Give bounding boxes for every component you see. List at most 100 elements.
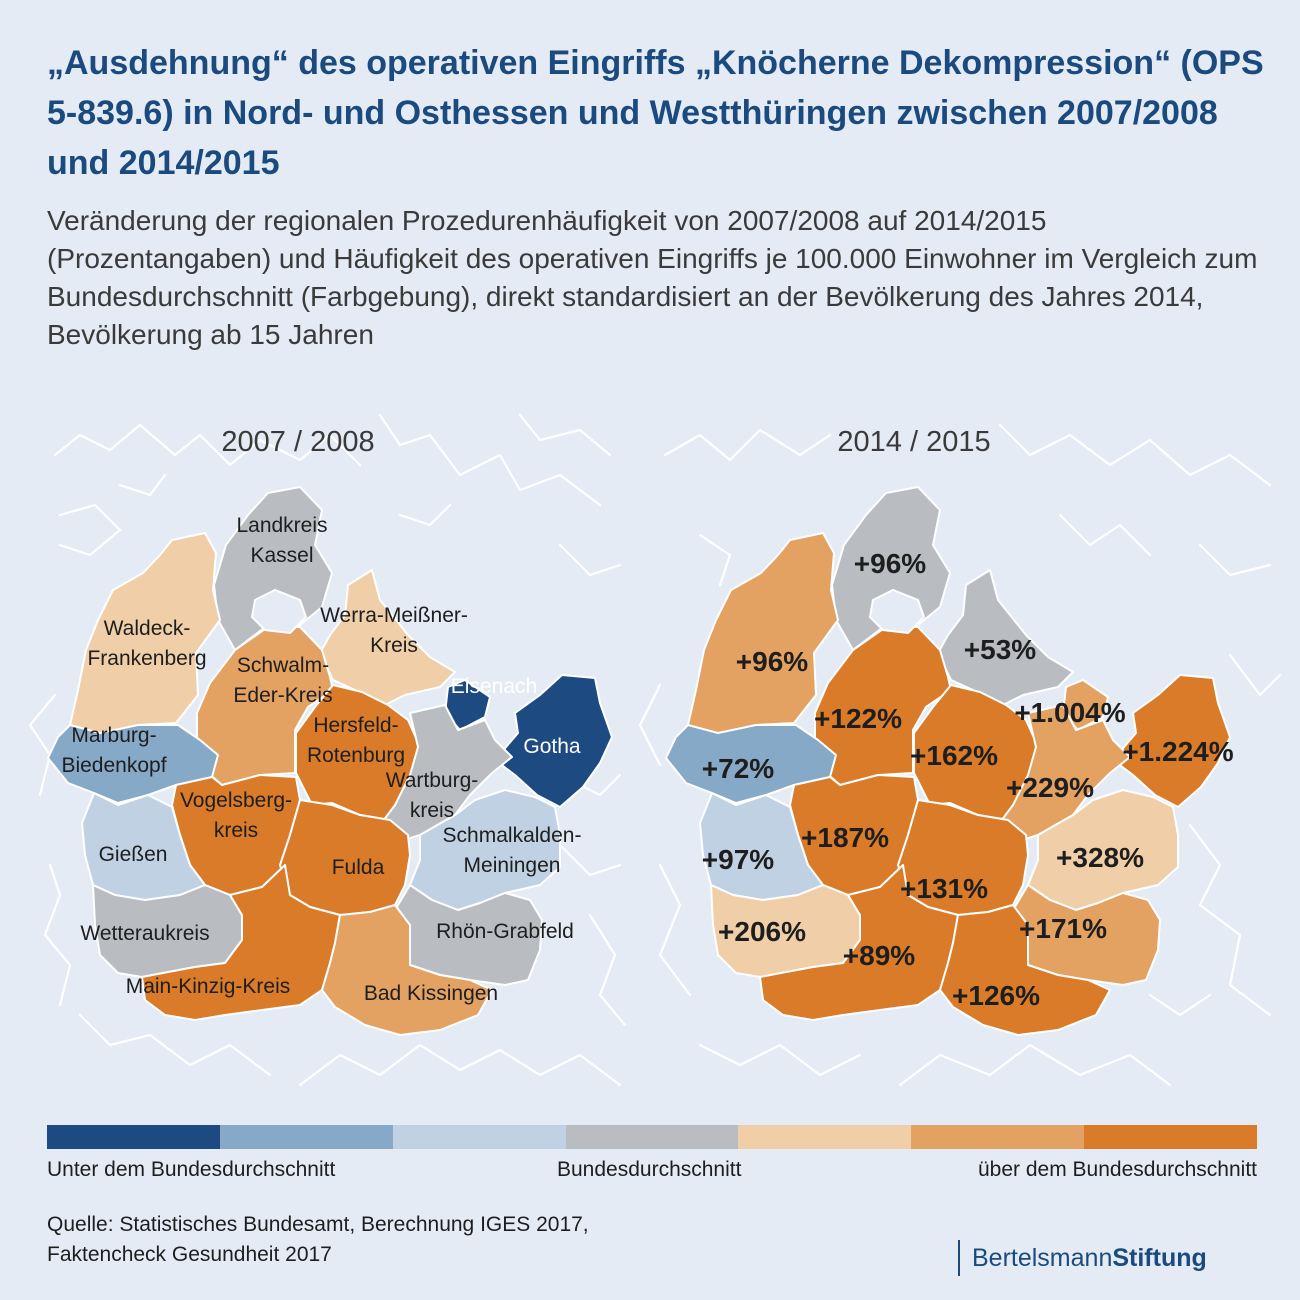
- region-2015-main-kinzig-kreis: [759, 864, 959, 1021]
- change-label-schmalkalden-meiningen: +328%: [1056, 842, 1144, 873]
- region-2007-bad-kissingen: [321, 904, 493, 1036]
- legend-mid-label: Bundesdurchschnitt: [557, 1158, 742, 1181]
- region-label-schmalkalden-meiningen: Schmalkalden- Meiningen: [443, 824, 582, 877]
- region-label-line: Landkreis: [236, 514, 327, 537]
- legend-swatch-7: [1084, 1125, 1258, 1149]
- region-label-line: Vogelsberg-: [180, 789, 292, 812]
- region-label-hersfeld-rotenburg: Hersfeld- Rotenburg: [307, 714, 405, 767]
- region-label-line: Frankenberg: [87, 647, 206, 670]
- region-2015-wartburgkreis: [997, 704, 1131, 844]
- region-label-main-kinzig-kreis: Main-Kinzig-Kreis: [126, 975, 291, 998]
- region-label-werra-meissner-kreis: Werra-Meißner- Kreis: [320, 604, 468, 657]
- region-label-gotha: Gotha: [523, 735, 581, 758]
- region-label-line: Main-Kinzig-Kreis: [126, 975, 291, 998]
- region-label-line: Rhön-Grabfeld: [436, 920, 574, 943]
- map-2007-2008: [47, 486, 613, 1036]
- region-2015-gotha: [1112, 674, 1231, 808]
- legend-swatch-2: [219, 1125, 393, 1149]
- region-label-line: Wetteraukreis: [80, 922, 209, 945]
- change-label-waldeck-frankenberg: +96%: [736, 646, 808, 677]
- logo-text-part2: Stiftung: [1112, 1243, 1207, 1272]
- region-2007-main-kinzig-kreis: [141, 864, 341, 1021]
- region-label-line: Bad Kissingen: [364, 982, 498, 1005]
- region-label-line: Gießen: [99, 843, 168, 866]
- source-note: Quelle: Statistisches Bundesamt, Berechn…: [47, 1210, 747, 1270]
- region-2007-wartburgkreis: [379, 704, 513, 844]
- change-label-werra-meissner-kreis: +53%: [964, 634, 1036, 665]
- bertelsmann-stiftung-logo: Bertelsmann Stiftung: [958, 1238, 1207, 1278]
- map-2014-2015-labels: +96% +96% +53% +122% +1.004% +1.224% +162% +229…: [702, 548, 1234, 1011]
- region-label-bad-kissingen: Bad Kissingen: [364, 982, 498, 1005]
- change-label-fulda: +131%: [900, 873, 988, 904]
- change-label-gotha: +1.224%: [1122, 736, 1233, 767]
- legend-swatch-5: [738, 1125, 912, 1149]
- region-label-rhoen-grabfeld: Rhön-Grabfeld: [436, 920, 574, 943]
- region-label-schwalm-eder-kreis: Schwalm- Eder-Kreis: [233, 654, 332, 707]
- change-label-rhoen-grabfeld: +171%: [1019, 913, 1107, 944]
- legend-high-label: über dem Bundesdurchschnitt: [978, 1158, 1257, 1181]
- region-label-eisenach: Eisenach: [451, 675, 537, 698]
- region-label-line: Hersfeld-: [313, 714, 398, 737]
- region-label-wetteraukreis: Wetteraukreis: [80, 922, 209, 945]
- region-label-line: Schmalkalden-: [443, 824, 582, 847]
- change-label-landkreis-kassel: +96%: [854, 548, 926, 579]
- legend-color-scale: [47, 1125, 1258, 1149]
- legend-swatch-6: [911, 1125, 1085, 1149]
- chart-title: „Ausdehnung“ des operativen Eingriffs „K…: [47, 44, 1264, 182]
- change-label-hersfeld-rotenburg: +162%: [910, 740, 998, 771]
- region-2007-schwalm-eder-kreis: [196, 626, 334, 786]
- right-map-title: 2014 / 2015: [837, 426, 990, 458]
- map-2007-2008-labels: Landkreis Kassel Waldeck- Frankenberg Werra-…: [61, 514, 581, 1005]
- change-label-marburg-biedenkopf: +72%: [702, 753, 774, 784]
- region-label-line: kreis: [410, 799, 454, 822]
- region-label-line: Marburg-: [71, 724, 156, 747]
- legend-swatch-3: [392, 1125, 566, 1149]
- region-label-line: Waldeck-: [104, 617, 191, 640]
- region-label-line: Werra-Meißner-: [320, 604, 468, 627]
- change-label-wartburgkreis: +229%: [1006, 772, 1094, 803]
- maps-svg: 2007 / 2008 2014 / 2015 Landkreis Kassel W…: [28, 413, 1282, 1087]
- region-label-line: kreis: [214, 819, 258, 842]
- region-label-line: Kassel: [250, 544, 313, 567]
- region-label-line: Meiningen: [464, 854, 561, 877]
- logo-text-part1: Bertelsmann: [972, 1243, 1113, 1272]
- region-label-line: Eder-Kreis: [233, 684, 332, 707]
- legend-labels: Unter dem Bundesdurchschnitt Bundesdurch…: [47, 1158, 1257, 1188]
- region-label-landkreis-kassel: Landkreis Kassel: [236, 514, 327, 567]
- legend-swatch-1: [47, 1125, 220, 1149]
- legend-low-label: Unter dem Bundesdurchschnitt: [47, 1158, 336, 1181]
- region-label-fulda: Fulda: [332, 856, 385, 879]
- maps-area: 2007 / 2008 2014 / 2015 Landkreis Kassel W…: [0, 395, 1300, 1100]
- region-label-line: Gotha: [523, 735, 581, 758]
- region-label-line: Eisenach: [451, 675, 537, 698]
- legend-swatch-4: [565, 1125, 739, 1149]
- left-map-title: 2007 / 2008: [221, 426, 374, 458]
- region-label-waldeck-frankenberg: Waldeck- Frankenberg: [87, 617, 206, 670]
- chart-subtitle: Veränderung der regionalen Prozedurenhäu…: [47, 205, 1258, 350]
- kassel-city-enclave-2007: [250, 588, 308, 635]
- region-label-line: Rotenburg: [307, 744, 405, 767]
- region-label-giessen: Gießen: [99, 843, 168, 866]
- change-label-vogelsbergkreis: +187%: [801, 822, 889, 853]
- region-2015-schwalm-eder-kreis: [814, 626, 952, 786]
- change-label-giessen: +97%: [702, 844, 774, 875]
- region-label-line: Kreis: [370, 634, 418, 657]
- region-label-line: Fulda: [332, 856, 385, 879]
- logo-bar: [958, 1240, 960, 1276]
- region-label-marburg-biedenkopf: Marburg- Biedenkopf: [61, 724, 166, 777]
- region-2007-werra-meissner-kreis: [319, 569, 456, 711]
- region-label-line: Schwalm-: [237, 654, 329, 677]
- source-line-1: Quelle: Statistisches Bundesamt, Berechn…: [47, 1213, 589, 1236]
- map-2014-2015: [665, 486, 1231, 1036]
- change-label-wetteraukreis: +206%: [718, 916, 806, 947]
- region-2007-gotha: [494, 674, 613, 808]
- change-label-schwalm-eder-kreis: +122%: [814, 703, 902, 734]
- kassel-city-enclave-2015: [868, 588, 926, 635]
- region-label-line: Wartburg-: [386, 769, 479, 792]
- change-label-bad-kissingen: +126%: [952, 980, 1040, 1011]
- region-2015-bad-kissingen: [939, 904, 1111, 1036]
- region-label-line: Biedenkopf: [61, 754, 166, 777]
- region-label-wartburgkreis: Wartburg-kreis: [386, 769, 479, 822]
- change-label-main-kinzig-kreis: +89%: [843, 940, 915, 971]
- region-label-vogelsbergkreis: Vogelsberg-kreis: [180, 789, 292, 842]
